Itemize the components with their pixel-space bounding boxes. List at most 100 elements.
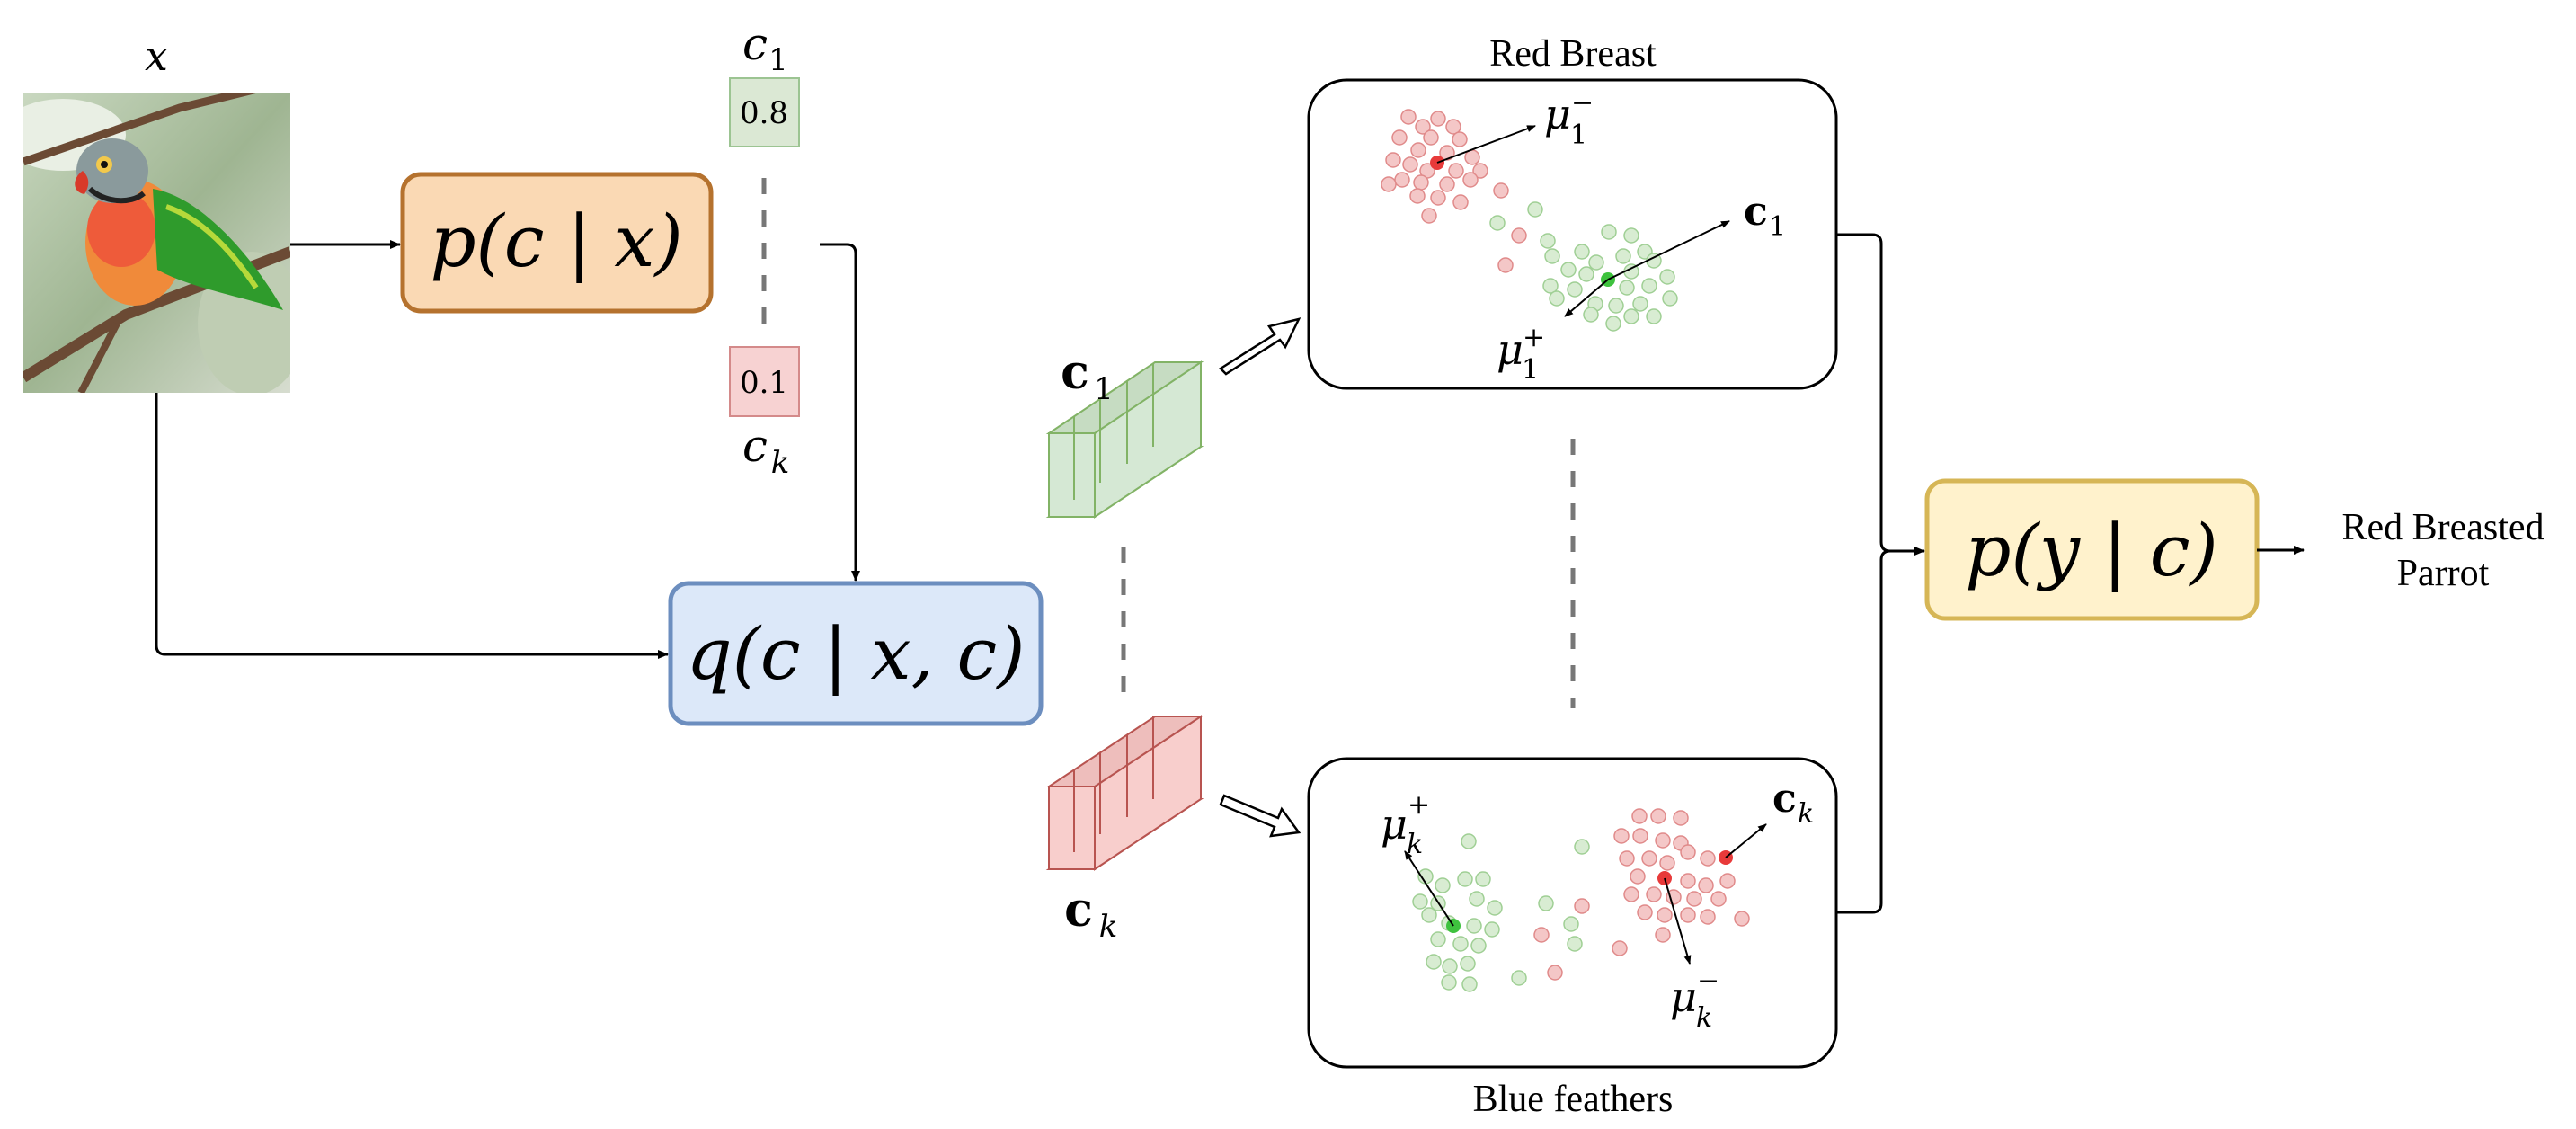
- negative-concept-dot: [1623, 886, 1639, 902]
- negative-concept-dot: [1612, 940, 1628, 956]
- positive-concept-dot: [1646, 308, 1662, 324]
- negative-concept-dot: [1641, 850, 1657, 867]
- embedding-c1-symbol: c: [1061, 345, 1089, 400]
- panel-1-mu-pos-sub: 1: [1522, 354, 1539, 386]
- embedding-ck-symbol: c: [1064, 883, 1093, 938]
- positive-concept-dot: [1583, 307, 1599, 323]
- concept-encoder-label: q(c | x, c): [686, 612, 1025, 696]
- positive-concept-dot: [1549, 290, 1565, 307]
- positive-concept-dot: [1544, 248, 1560, 264]
- negative-concept-dot: [1430, 190, 1446, 206]
- positive-concept-dot: [1461, 976, 1478, 992]
- concept-prob-1-symbol: c: [742, 18, 768, 70]
- concept-predictor-box: [400, 172, 714, 314]
- positive-concept-dot: [1470, 938, 1487, 954]
- negative-concept-dot: [1423, 129, 1439, 146]
- negative-concept-dot: [1452, 131, 1468, 147]
- arrow-panel-1-to-task: [1836, 233, 1925, 556]
- positive-concept-dot: [1426, 954, 1442, 970]
- negative-concept-dot: [1698, 877, 1714, 893]
- positive-concept-dot: [1619, 280, 1635, 296]
- embedding-c1: [1045, 360, 1204, 519]
- bird-image: [23, 93, 290, 393]
- panel-1-arrow-mu-pos: [1564, 279, 1609, 317]
- positive-concept-dot: [1641, 278, 1657, 294]
- panel-k-mu-neg: μ: [1670, 973, 1697, 1021]
- positive-concept-dot: [1441, 974, 1457, 991]
- hollow-arrow-to-panel-k: [1219, 794, 1301, 838]
- panel-k-c-sub: k: [1798, 798, 1814, 830]
- positive-concept-dot: [1623, 227, 1639, 244]
- hollow-arrow-to-panel-1: [1219, 317, 1301, 376]
- negative-concept-dot: [1673, 810, 1689, 826]
- negative-concept-dot: [1439, 176, 1455, 192]
- concept-encoder-box: [668, 581, 1044, 726]
- panel-k-arrow-mu-pos: [1404, 850, 1454, 927]
- output-line-1: Red Breasted: [2341, 507, 2544, 548]
- negative-concept-dot: [1734, 911, 1750, 927]
- negative-concept-dot: [1686, 891, 1702, 907]
- negative-concept-dot: [1413, 174, 1429, 191]
- negative-concept-dot: [1659, 855, 1675, 871]
- concept-prob-k-index: k: [771, 445, 790, 481]
- task-predictor-label: p(y | c): [1965, 509, 2217, 592]
- panel-1-mu-neg-sup: −: [1571, 87, 1594, 119]
- panel-k-mu-pos: μ: [1381, 800, 1408, 849]
- negative-concept-dot: [1680, 873, 1696, 889]
- embedding-ck: [1045, 715, 1204, 871]
- positive-concept-dot: [1421, 907, 1437, 923]
- positive-concept-dot: [1469, 891, 1485, 907]
- negative-concept-dot: [1381, 176, 1397, 192]
- positive-concept-dot: [1442, 958, 1458, 974]
- positive-concept-dot: [1574, 244, 1590, 260]
- negative-concept-dot: [1462, 172, 1479, 188]
- negative-concept-dot: [1400, 109, 1417, 125]
- panel-1-arrow-mu-neg: [1436, 125, 1536, 164]
- negative-concept-dot: [1613, 828, 1630, 844]
- panel-1-c-sub: 1: [1769, 211, 1786, 243]
- negative-concept-dot: [1402, 156, 1418, 173]
- negative-concept-dot: [1430, 111, 1446, 127]
- concept-predictor-label: p(c | x): [430, 200, 682, 283]
- positive-concept-dot: [1457, 871, 1473, 887]
- positive-concept-dot: [1466, 918, 1482, 934]
- negative-concept-dot: [1619, 850, 1635, 867]
- negative-concept-dot: [1409, 188, 1426, 204]
- positive-concept-dot: [1460, 956, 1476, 972]
- embedding-c1-index: 1: [1094, 371, 1114, 407]
- positive-concept-dot: [1452, 936, 1469, 952]
- concept-prob-1-index: 1: [768, 42, 788, 78]
- concept-prob-1-value: 0.8: [740, 95, 788, 131]
- negative-concept-dot: [1511, 227, 1527, 244]
- positive-concept-dot: [1484, 921, 1500, 938]
- embedding-ck-index: k: [1099, 909, 1118, 945]
- positive-concept-dot: [1461, 833, 1477, 849]
- panel-k-mu-pos-sup: +: [1408, 789, 1430, 821]
- positive-concept-dot: [1475, 871, 1491, 887]
- positive-concept-dot: [1412, 893, 1428, 910]
- arrow-probs-to-encoder: [820, 243, 860, 582]
- panel-k-title: Blue feathers: [1473, 1079, 1674, 1120]
- positive-concept-dot: [1489, 215, 1506, 231]
- negative-concept-dot: [1385, 152, 1401, 168]
- negative-concept-dot: [1630, 868, 1646, 885]
- negative-concept-dot: [1415, 119, 1431, 135]
- negative-concept-dot: [1637, 904, 1653, 920]
- negative-concept-dot: [1547, 965, 1563, 981]
- positive-concept-dot: [1578, 266, 1594, 282]
- negative-concept-dot: [1631, 808, 1648, 824]
- positive-concept-dot: [1511, 970, 1527, 986]
- concept-prob-k-value: 0.1: [740, 365, 788, 401]
- panel-1-mu-pos: μ: [1497, 325, 1523, 374]
- negative-concept-dot: [1657, 907, 1673, 923]
- panel-k-arrow-c: [1725, 823, 1767, 858]
- negative-concept-dot: [1472, 163, 1488, 179]
- negative-concept-dot: [1410, 142, 1426, 158]
- positive-concept-dot: [1608, 298, 1624, 314]
- positive-concept-dot: [1567, 281, 1583, 298]
- negative-concept-dot: [1452, 194, 1469, 210]
- negative-concept-dot: [1655, 927, 1671, 943]
- negative-concept-dot: [1394, 172, 1410, 188]
- concept-prob-1: c 1 0.8: [729, 18, 800, 147]
- concept-prob-k: 0.1 c k: [729, 346, 800, 481]
